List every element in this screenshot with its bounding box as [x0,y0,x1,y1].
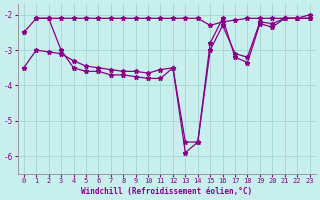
X-axis label: Windchill (Refroidissement éolien,°C): Windchill (Refroidissement éolien,°C) [81,187,252,196]
